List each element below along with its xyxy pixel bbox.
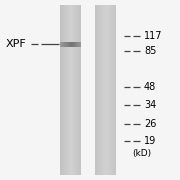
Bar	[107, 5, 108, 175]
Bar	[108, 5, 109, 175]
Bar	[64, 5, 65, 175]
Text: 19: 19	[144, 136, 156, 146]
Bar	[71, 42, 72, 47]
Text: 117: 117	[144, 31, 163, 41]
Text: (kD): (kD)	[132, 149, 151, 158]
Bar	[65, 5, 66, 175]
Bar	[73, 42, 74, 47]
Bar	[60, 42, 61, 47]
Bar	[64, 42, 66, 47]
Bar	[69, 5, 70, 175]
Bar	[69, 42, 70, 47]
Bar	[76, 5, 77, 175]
Bar	[70, 42, 71, 47]
Bar	[115, 5, 116, 175]
Bar	[75, 42, 76, 47]
Bar	[77, 5, 78, 175]
Bar	[61, 5, 62, 175]
Bar	[114, 5, 115, 175]
Bar	[103, 5, 104, 175]
Bar	[79, 42, 80, 47]
Bar	[113, 5, 114, 175]
Text: 48: 48	[144, 82, 156, 92]
Bar	[63, 42, 64, 47]
Bar	[99, 5, 100, 175]
Bar	[110, 5, 111, 175]
Bar	[77, 42, 78, 47]
Bar	[61, 42, 62, 47]
Text: 26: 26	[144, 119, 156, 129]
Bar	[74, 5, 75, 175]
Bar	[70, 5, 71, 175]
Bar	[100, 5, 101, 175]
Bar	[96, 5, 97, 175]
Bar	[109, 5, 110, 175]
Bar	[104, 5, 105, 175]
Bar	[66, 5, 67, 175]
Bar	[75, 5, 76, 175]
Bar	[73, 5, 74, 175]
Bar	[111, 5, 112, 175]
Bar	[106, 5, 107, 175]
Bar	[74, 42, 75, 47]
Bar	[95, 5, 96, 175]
Bar	[67, 42, 68, 47]
Bar	[62, 5, 63, 175]
Text: 34: 34	[144, 100, 156, 110]
Bar	[105, 5, 106, 175]
Bar	[72, 42, 73, 47]
Bar	[72, 5, 73, 175]
Bar	[62, 42, 63, 47]
Bar	[78, 42, 79, 47]
Bar	[71, 5, 72, 175]
Bar	[68, 42, 69, 47]
Bar	[112, 5, 113, 175]
Bar	[102, 5, 103, 175]
Bar	[80, 42, 81, 47]
Bar	[76, 42, 77, 47]
Text: 85: 85	[144, 46, 156, 56]
Bar	[68, 5, 69, 175]
Text: XPF: XPF	[5, 39, 26, 49]
Bar	[79, 5, 80, 175]
Bar	[98, 5, 99, 175]
Bar	[63, 5, 64, 175]
Bar	[101, 5, 102, 175]
Bar	[78, 5, 79, 175]
Bar	[60, 5, 61, 175]
Bar	[67, 5, 68, 175]
Bar	[66, 42, 67, 47]
Bar	[97, 5, 98, 175]
Bar	[80, 5, 81, 175]
